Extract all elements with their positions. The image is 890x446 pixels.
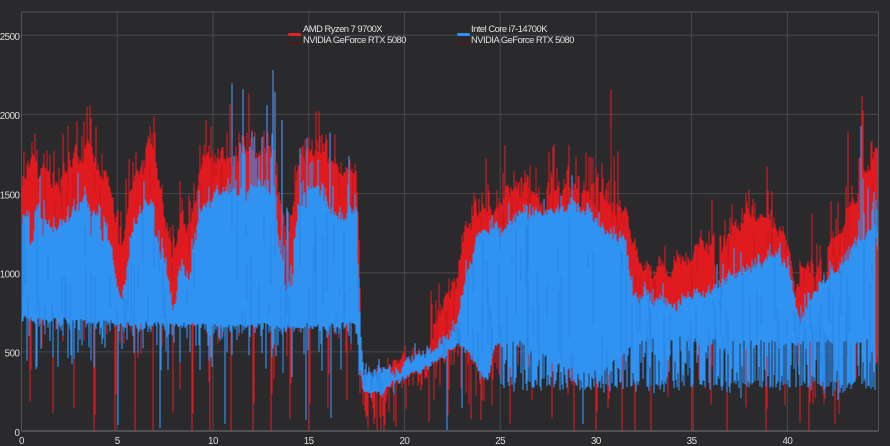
svg-text:0: 0 <box>19 436 25 446</box>
svg-text:0: 0 <box>15 428 21 439</box>
svg-text:500: 500 <box>5 349 21 360</box>
svg-text:10: 10 <box>208 436 219 446</box>
svg-text:1500: 1500 <box>0 190 21 201</box>
svg-text:30: 30 <box>591 436 602 446</box>
svg-text:40: 40 <box>782 436 793 446</box>
svg-text:25: 25 <box>495 436 506 446</box>
svg-text:1000: 1000 <box>0 270 21 281</box>
svg-text:15: 15 <box>304 436 315 446</box>
svg-text:5: 5 <box>115 436 121 446</box>
svg-text:20: 20 <box>399 436 410 446</box>
svg-text:35: 35 <box>687 436 698 446</box>
svg-text:2500: 2500 <box>0 32 21 43</box>
svg-text:2000: 2000 <box>0 111 21 122</box>
